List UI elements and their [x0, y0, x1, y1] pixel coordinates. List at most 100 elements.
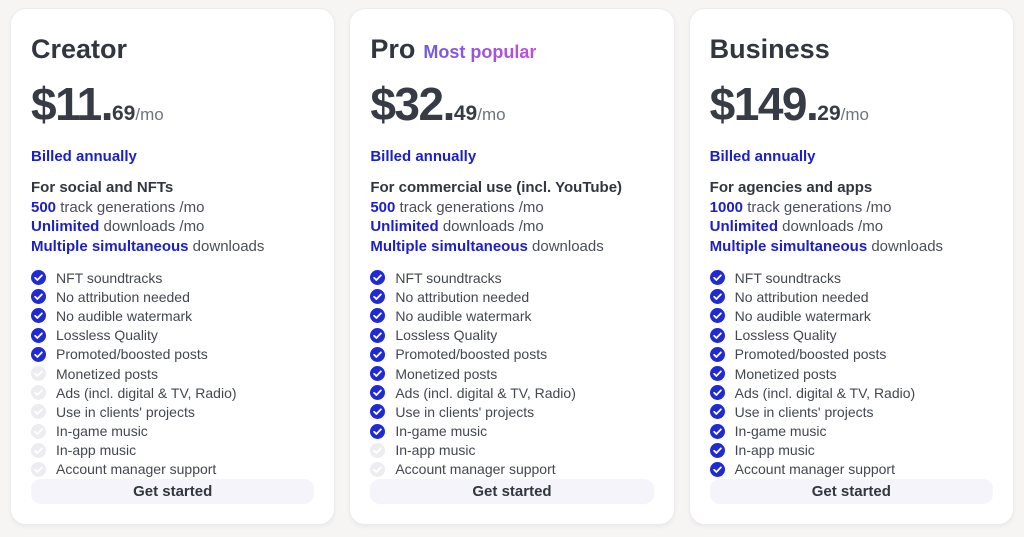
- check-icon: [31, 289, 46, 305]
- feature-row: NFT soundtracks: [709, 268, 993, 287]
- feature-list: NFT soundtracks No attribution needed No a…: [709, 268, 993, 479]
- feature-row: Ads (incl. digital & TV, Radio): [709, 383, 993, 402]
- check-icon: [709, 327, 725, 343]
- feature-list: NFT soundtracks No attribution needed No a…: [31, 268, 314, 479]
- plan-card-pro: Pro Most popular $32.49/mo Billed annual…: [349, 8, 675, 525]
- check-icon: [31, 270, 46, 286]
- plan-name: Business: [709, 34, 830, 64]
- feature-row: Lossless Quality: [370, 326, 653, 345]
- feature-label: In-game music: [56, 423, 148, 440]
- feature-row: In-app music: [709, 441, 993, 460]
- feature-label: Use in clients' projects: [734, 403, 874, 420]
- feature-label: No attribution needed: [56, 288, 190, 305]
- check-icon: [709, 461, 725, 477]
- check-icon: [31, 442, 46, 458]
- feature-label: Monetized posts: [395, 365, 498, 382]
- feature-row: In-game music: [709, 422, 993, 441]
- spec-line: 500 track generations /mo: [31, 198, 205, 216]
- price-main: $32.: [370, 78, 455, 130]
- feature-row: Monetized posts: [370, 364, 653, 383]
- feature-row: Ads (incl. digital & TV, Radio): [31, 383, 314, 402]
- check-icon: [31, 346, 46, 362]
- feature-row: Use in clients' projects: [370, 402, 653, 421]
- feature-row: Account manager support: [709, 460, 993, 479]
- price-period: /mo: [135, 105, 164, 124]
- check-icon: [370, 461, 386, 477]
- most-popular-badge: Most popular: [423, 42, 537, 62]
- feature-row: No audible watermark: [709, 306, 993, 325]
- check-icon: [31, 308, 46, 324]
- feature-label: Ads (incl. digital & TV, Radio): [395, 384, 576, 401]
- plan-price: $11.69/mo: [31, 77, 314, 131]
- plan-header: Pro Most popular: [370, 34, 653, 65]
- feature-label: Use in clients' projects: [56, 403, 195, 420]
- price-cents: 29: [817, 102, 841, 125]
- check-icon: [370, 346, 386, 362]
- feature-label: Account manager support: [56, 461, 217, 478]
- check-icon: [709, 366, 725, 382]
- feature-label: Promoted/boosted posts: [395, 346, 548, 363]
- plan-header: Business: [710, 34, 993, 65]
- price-cents: 49: [453, 102, 478, 125]
- check-icon: [370, 404, 386, 420]
- feature-row: Monetized posts: [31, 364, 314, 383]
- plan-specs: For social and NFTs 500 track generation…: [31, 178, 314, 256]
- feature-label: Account manager support: [734, 461, 895, 478]
- billed-annually-link[interactable]: Billed annually: [709, 148, 816, 165]
- feature-label: No audible watermark: [734, 307, 871, 324]
- get-started-button[interactable]: Get started: [370, 479, 654, 504]
- check-icon: [370, 270, 386, 286]
- plan-audience: For commercial use (incl. YouTube): [370, 179, 623, 196]
- price-main: $149.: [709, 78, 819, 130]
- feature-label: In-game music: [395, 423, 488, 440]
- plan-specs: For commercial use (incl. YouTube) 500 t…: [370, 178, 653, 256]
- feature-row: Promoted/boosted posts: [370, 345, 653, 364]
- billed-annually-link[interactable]: Billed annually: [31, 148, 137, 165]
- spec-line: Multiple simultaneous downloads: [31, 237, 265, 255]
- feature-row: In-app music: [370, 441, 653, 460]
- feature-row: In-game music: [31, 422, 314, 441]
- price-cents: 69: [112, 102, 136, 125]
- feature-label: No attribution needed: [734, 288, 869, 305]
- feature-label: In-app music: [734, 442, 815, 459]
- feature-row: In-app music: [31, 441, 314, 460]
- check-icon: [709, 442, 725, 458]
- feature-label: No attribution needed: [395, 288, 530, 305]
- feature-label: NFT soundtracks: [56, 269, 163, 286]
- feature-label: In-app music: [395, 442, 476, 459]
- spec-line: Multiple simultaneous downloads: [370, 237, 604, 255]
- plan-price: $32.49/mo: [370, 77, 653, 131]
- feature-row: Account manager support: [370, 460, 653, 479]
- feature-label: Use in clients' projects: [395, 403, 535, 420]
- get-started-button[interactable]: Get started: [31, 479, 315, 504]
- feature-row: Promoted/boosted posts: [31, 345, 314, 364]
- feature-row: Account manager support: [31, 460, 314, 479]
- feature-label: In-game music: [734, 423, 827, 440]
- feature-label: Promoted/boosted posts: [56, 346, 208, 363]
- check-icon: [709, 270, 725, 286]
- feature-row: NFT soundtracks: [370, 268, 653, 287]
- plan-name: Creator: [31, 34, 128, 64]
- plan-specs: For agencies and apps 1000 track generat…: [710, 178, 993, 256]
- spec-line: 1000 track generations /mo: [709, 198, 892, 216]
- get-started-button[interactable]: Get started: [709, 479, 993, 504]
- check-icon: [709, 385, 725, 401]
- check-icon: [370, 289, 386, 305]
- feature-row: No audible watermark: [31, 306, 314, 325]
- check-icon: [370, 385, 386, 401]
- feature-label: No audible watermark: [395, 307, 532, 324]
- plan-header: Creator: [31, 34, 314, 65]
- check-icon: [709, 346, 725, 362]
- check-icon: [31, 423, 46, 439]
- feature-row: Use in clients' projects: [709, 402, 993, 421]
- check-icon: [31, 461, 46, 477]
- feature-label: Lossless Quality: [56, 327, 158, 344]
- check-icon: [31, 327, 46, 343]
- feature-label: Lossless Quality: [395, 327, 498, 344]
- spec-line: Unlimited downloads /mo: [709, 218, 884, 235]
- feature-label: Lossless Quality: [734, 327, 837, 344]
- billed-annually-link[interactable]: Billed annually: [370, 148, 477, 165]
- feature-label: NFT soundtracks: [395, 269, 502, 286]
- feature-label: Ads (incl. digital & TV, Radio): [734, 384, 916, 401]
